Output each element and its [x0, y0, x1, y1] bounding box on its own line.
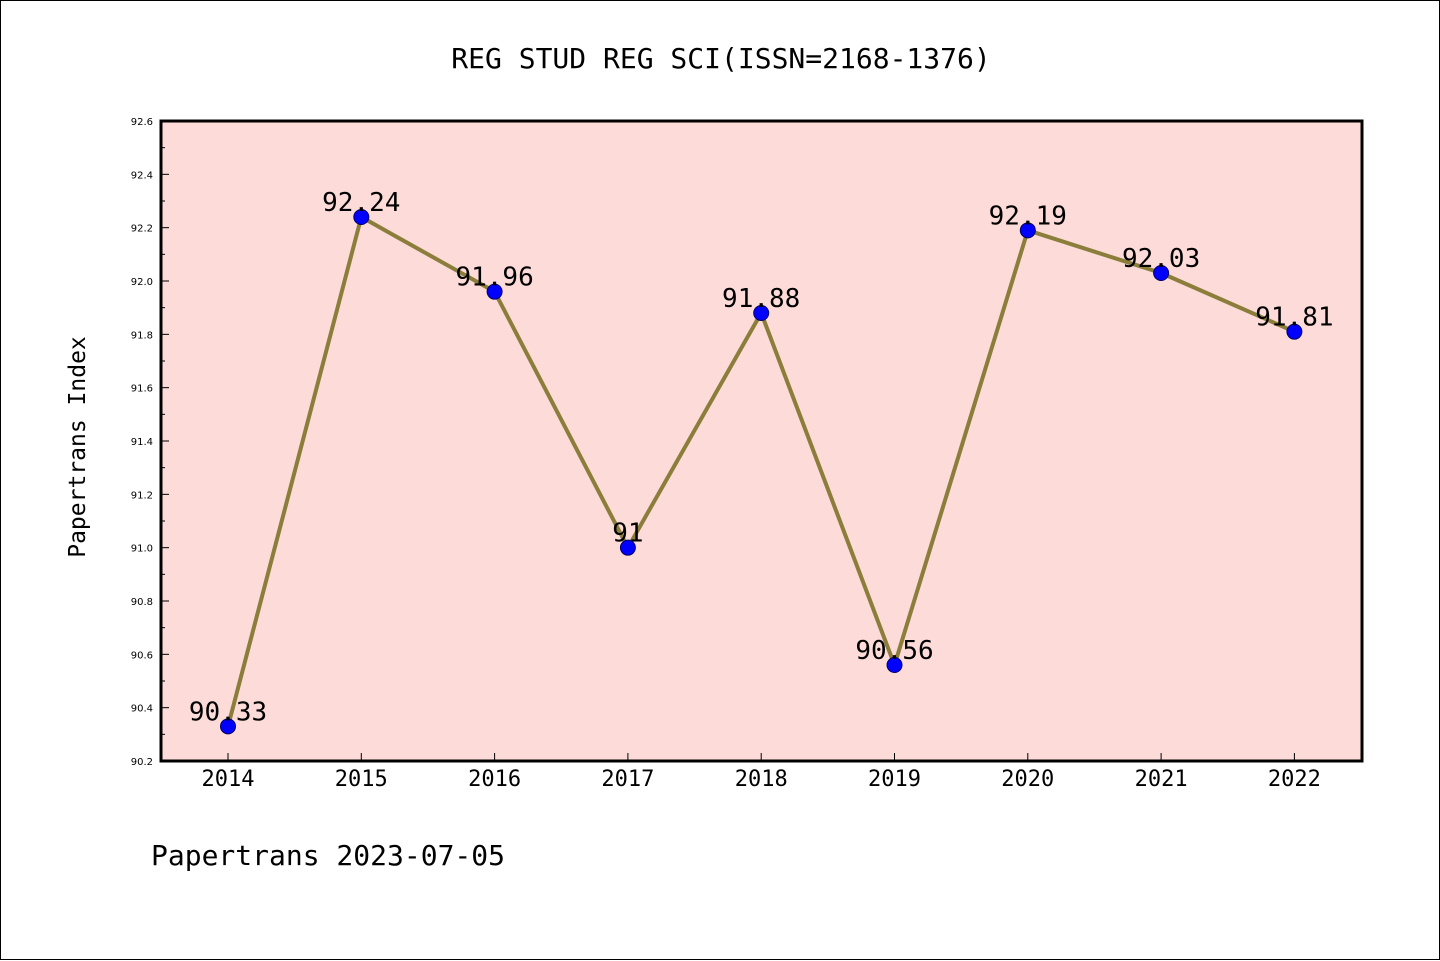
y-tick-label: 91.4: [131, 437, 153, 448]
data-point-marker: [220, 718, 236, 735]
y-tick-label: 90.2: [131, 757, 153, 768]
plot-area: [159, 119, 1364, 763]
data-point-marker: [619, 539, 636, 556]
x-tick-label: 2018: [735, 767, 788, 792]
y-tick-label: 91.2: [131, 490, 153, 501]
data-point-label: 91.96: [455, 263, 533, 293]
x-axis: 2014 2015 2016 2017 2018 2019 2020 2021 2022: [202, 753, 1321, 792]
footer-date: Papertrans 2023-07-05: [151, 839, 505, 872]
data-point-marker: [1153, 265, 1170, 281]
x-tick-label: 2019: [868, 767, 921, 792]
series-layer: [220, 209, 1303, 735]
data-point-label: 91.88: [722, 284, 800, 314]
data-point-marker: [353, 209, 370, 225]
x-tick-label: 2021: [1135, 767, 1188, 792]
x-tick-label: 2014: [202, 767, 255, 792]
data-point-label: 90.33: [189, 697, 267, 727]
data-label-layer: 90.33 92.24 91.96 91 91.88 90.56 92.19 92.03 91.…: [189, 188, 1334, 727]
y-axis-label: Papertrans Index: [65, 336, 91, 558]
data-point-marker: [753, 305, 770, 321]
data-point-label: 92.03: [1122, 244, 1200, 274]
x-tick-label: 2020: [1001, 767, 1054, 792]
data-point-marker: [1019, 222, 1036, 239]
y-tick-label: 92.4: [131, 170, 153, 181]
data-point-label: 91.81: [1255, 303, 1333, 333]
y-tick-label: 92.6: [131, 117, 153, 128]
y-tick-label: 92.2: [131, 224, 153, 235]
data-point-label: 92.24: [322, 188, 400, 218]
x-tick-label: 2015: [335, 767, 388, 792]
data-point-marker: [486, 283, 503, 300]
data-point-marker: [886, 657, 903, 673]
y-axis: 90.2 90.4 90.6 90.8 91.0 91.2 91.4 91.6 91.8 92.0…: [131, 117, 169, 768]
data-point-label: 90.56: [855, 636, 933, 666]
x-tick-label: 2022: [1268, 767, 1321, 792]
y-tick-label: 90.8: [131, 597, 153, 608]
x-tick-label: 2016: [468, 767, 521, 792]
chart-title: REG STUD REG SCI(ISSN=2168-1376): [451, 42, 990, 75]
y-tick-label: 91.8: [131, 330, 153, 341]
x-tick-label: 2017: [601, 767, 654, 792]
data-point-label: 92.19: [989, 201, 1067, 231]
data-point-label: 91: [612, 519, 643, 549]
data-point-marker: [1286, 323, 1303, 340]
y-tick-label: 90.4: [131, 704, 153, 715]
y-tick-label: 90.6: [131, 650, 153, 661]
y-tick-label: 91.0: [131, 544, 153, 555]
y-tick-label: 91.6: [131, 384, 153, 395]
y-tick-label: 92.0: [131, 277, 153, 288]
